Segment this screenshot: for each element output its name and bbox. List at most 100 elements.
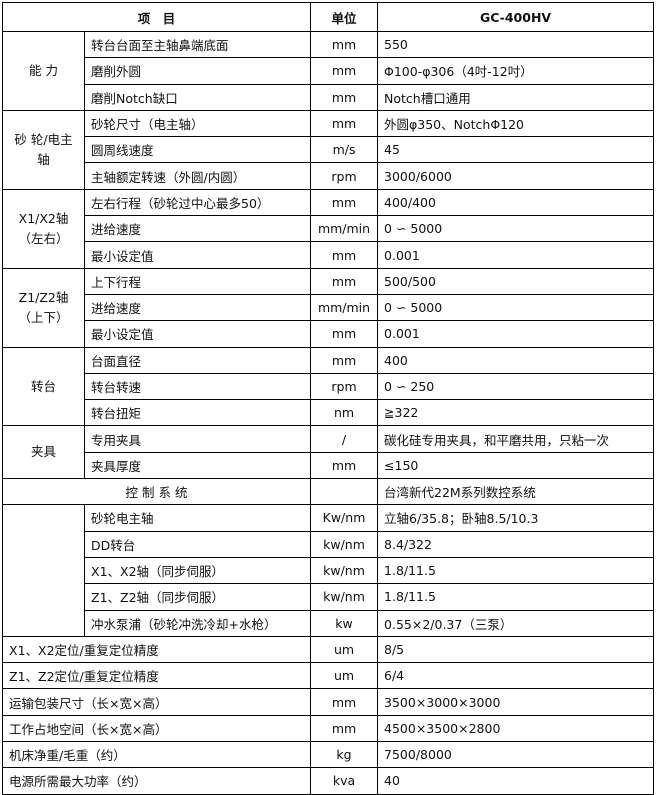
table-row: 进给速度 mm/min 0 ∽ 5000	[3, 215, 654, 243]
value-cell: ≤150	[377, 451, 654, 480]
value-cell: ≧322	[377, 399, 654, 427]
table-row: 工作占地空间（长×宽×高） mm 4500×3500×2800	[1, 714, 654, 743]
item-cell: 磨削Notch缺口	[83, 83, 312, 111]
table-row: 转台 台面直径 mm 400	[2, 346, 654, 427]
value-cell: 550	[377, 30, 654, 59]
value-cell: 8/5	[377, 635, 654, 664]
item-cell: 控 制 系 统	[1, 478, 312, 506]
table-row: 最小设定值 mm 0.001	[3, 320, 654, 348]
unit-cell: kw	[310, 609, 379, 637]
unit-cell: m/s	[310, 136, 379, 164]
item-cell: 转台台面至主轴鼻端底面	[83, 30, 312, 59]
unit-cell: kva	[310, 767, 379, 795]
item-cell: 工作占地空间（长×宽×高）	[1, 714, 312, 743]
item-cell: 台面直径	[83, 346, 312, 374]
unit-cell: mm/min	[310, 215, 379, 243]
table-row: 机床净重/毛重（约） kg 7500/8000	[1, 741, 654, 769]
item-cell: 最小设定值	[83, 241, 312, 269]
table-row: 进给速度 mm/min 0 ∽ 5000	[3, 293, 654, 322]
item-cell: DD转台	[83, 530, 312, 558]
value-cell: 外圆φ350、NotchΦ120	[377, 109, 654, 138]
group-label: 夹具	[2, 425, 85, 480]
group-label: Z1/Z2轴（上下）	[2, 267, 85, 348]
unit-cell: nm	[310, 399, 379, 427]
unit-cell: um	[310, 662, 379, 690]
value-cell: 0 ∽ 250	[377, 372, 654, 401]
value-cell: 7500/8000	[377, 741, 654, 769]
item-cell: 上下行程	[83, 267, 312, 295]
unit-cell: kw/nm	[310, 556, 379, 585]
value-cell: Notch槽口通用	[377, 83, 654, 111]
table-row: DD转台 kw/nm 8.4/322	[3, 530, 654, 558]
table-row: 能 力转台台面至主轴鼻端底面 mm 550	[2, 30, 654, 111]
item-cell: Z1、Z2定位/重复定位精度	[1, 662, 312, 690]
table-row: 磨削Notch缺口 mm Notch槽口通用	[3, 83, 654, 111]
unit-cell: kw/nm	[310, 530, 379, 558]
value-cell: 500/500	[377, 267, 654, 295]
value-cell: 0.55×2/0.37（三泵）	[377, 609, 654, 637]
unit-cell: rpm	[310, 372, 379, 401]
header-unit: 单位	[310, 2, 379, 32]
item-cell: 机床净重/毛重（约）	[1, 741, 312, 769]
unit-cell: mm	[310, 451, 379, 480]
item-cell: 砂轮电主轴	[83, 504, 312, 532]
item-cell: 砂轮尺寸（电主轴）	[83, 109, 312, 138]
unit-cell: mm	[310, 320, 379, 348]
table-row: 电源所需最大功率（约） kva 40	[1, 767, 654, 795]
unit-cell: /	[310, 425, 379, 453]
value-cell: 0.001	[377, 241, 654, 269]
value-cell: 1.8/11.5	[377, 556, 654, 585]
item-cell: 主轴额定转速（外圆/内圆）	[83, 162, 312, 190]
item-cell: 转台转速	[83, 372, 312, 401]
unit-cell: kg	[310, 741, 379, 769]
group-label	[2, 504, 85, 637]
value-cell: 3500×3000×3000	[377, 688, 654, 716]
value-cell: 6/4	[377, 662, 654, 690]
table-row: X1、X2轴（同步伺服） kw/nm 1.8/11.5	[3, 556, 654, 585]
value-cell: 400/400	[377, 188, 654, 217]
table-row: Z1/Z2轴（上下） 上下行程 mm 500/500	[2, 267, 654, 348]
item-cell: 磨削外圆	[83, 57, 312, 85]
unit-cell: mm	[310, 346, 379, 374]
table-row: 圆周线速度 m/s 45	[3, 136, 654, 164]
table-row: 转台转速 rpm 0 ∽ 250	[3, 372, 654, 401]
item-cell: 运输包装尺寸（长×宽×高）	[1, 688, 312, 716]
unit-cell: mm	[310, 188, 379, 217]
item-cell: X1、X2定位/重复定位精度	[1, 635, 312, 664]
item-cell: Z1、Z2轴（同步伺服）	[83, 583, 312, 611]
table-row: X1、X2定位/重复定位精度 um 8/5	[1, 635, 654, 664]
item-cell: X1、X2轴（同步伺服）	[83, 556, 312, 585]
unit-cell: mm	[310, 688, 379, 716]
unit-cell: Kw/nm	[310, 504, 379, 532]
item-cell: 进给速度	[83, 293, 312, 322]
unit-cell: mm	[310, 241, 379, 269]
table-row: 砂轮电主轴 Kw/nm 立轴6/35.8；卧轴8.5/10.3	[2, 504, 654, 637]
value-cell: 1.8/11.5	[377, 583, 654, 611]
value-cell: 4500×3500×2800	[377, 714, 654, 743]
unit-cell: mm	[310, 714, 379, 743]
item-cell: 夹具厚度	[83, 451, 312, 480]
table-row: 冲水泵浦（砂轮冲洗冷却+水枪） kw 0.55×2/0.37（三泵）	[3, 609, 654, 637]
table-row: 磨削外圆 mm Φ100-φ306（4吋-12吋）	[3, 57, 654, 85]
table-row: 运输包装尺寸（长×宽×高） mm 3500×3000×3000	[1, 688, 654, 716]
table-row: X1/X2轴（左右） 左右行程（砂轮过中心最多50） mm 400/400	[2, 188, 654, 269]
unit-cell: kw/nm	[310, 583, 379, 611]
unit-cell: mm/min	[310, 293, 379, 322]
table-row: 夹具 专用夹具 / 碳化硅专用夹具，和平磨共用，只粘一次	[2, 425, 654, 480]
group-label: 砂 轮/电主轴	[2, 109, 85, 190]
value-cell: 400	[377, 346, 654, 374]
value-cell: 3000/6000	[377, 162, 654, 190]
value-cell: 40	[377, 767, 654, 795]
unit-cell: mm	[310, 109, 379, 138]
item-cell: 专用夹具	[83, 425, 312, 453]
value-cell: Φ100-φ306（4吋-12吋）	[377, 57, 654, 85]
value-cell: 0 ∽ 5000	[377, 215, 654, 243]
unit-cell: mm	[310, 30, 379, 59]
header-row: 项 目 单位 GC-400HV	[1, 2, 654, 32]
value-cell: 立轴6/35.8；卧轴8.5/10.3	[377, 504, 654, 532]
value-cell: 碳化硅专用夹具，和平磨共用，只粘一次	[377, 425, 654, 453]
unit-cell	[310, 478, 379, 506]
table-row: 夹具厚度 mm ≤150	[3, 451, 654, 480]
item-cell: 左右行程（砂轮过中心最多50）	[83, 188, 312, 217]
